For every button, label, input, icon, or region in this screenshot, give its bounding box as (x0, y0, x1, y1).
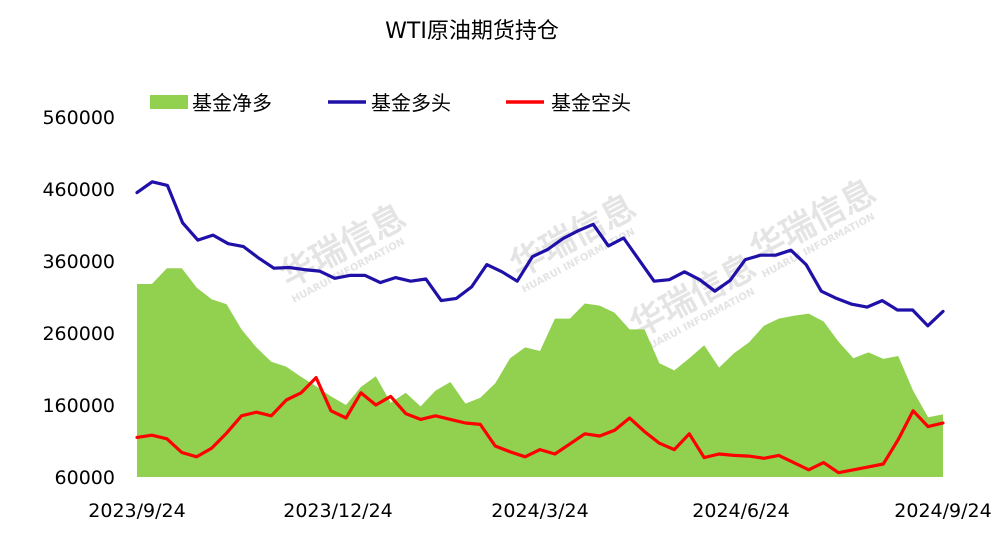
y-axis: 60000 160000 260000 360000 460000 560000 (42, 107, 115, 489)
y-tick-label: 460000 (42, 179, 115, 201)
legend-swatch-net-long (150, 95, 188, 109)
y-tick-label: 160000 (42, 395, 115, 417)
series-net-long-area (137, 268, 943, 477)
y-tick-label: 60000 (55, 467, 115, 489)
lines-layer (135, 180, 945, 475)
x-tick-label: 2024/9/24 (894, 500, 991, 522)
y-tick-label: 360000 (42, 251, 115, 273)
legend: 基金净多 基金多头 基金空头 (150, 91, 631, 115)
net-long-area-layer (137, 268, 943, 477)
x-tick-label: 2024/6/24 (692, 500, 789, 522)
x-tick-label: 2023/12/24 (283, 500, 393, 522)
x-tick-label: 2024/3/24 (491, 500, 588, 522)
chart-title: WTI原油期货持仓 (385, 19, 559, 44)
x-tick-label: 2023/9/24 (88, 500, 185, 522)
legend-label-short: 基金空头 (551, 91, 631, 115)
series-short-line (135, 376, 945, 475)
legend-label-net-long: 基金净多 (192, 91, 272, 115)
y-tick-label: 260000 (42, 323, 115, 345)
y-tick-label: 560000 (42, 107, 115, 129)
series-long-line (135, 180, 945, 328)
legend-label-long: 基金多头 (371, 91, 451, 115)
x-axis: 2023/9/24 2023/12/24 2024/3/24 2024/6/24 202… (88, 500, 991, 522)
